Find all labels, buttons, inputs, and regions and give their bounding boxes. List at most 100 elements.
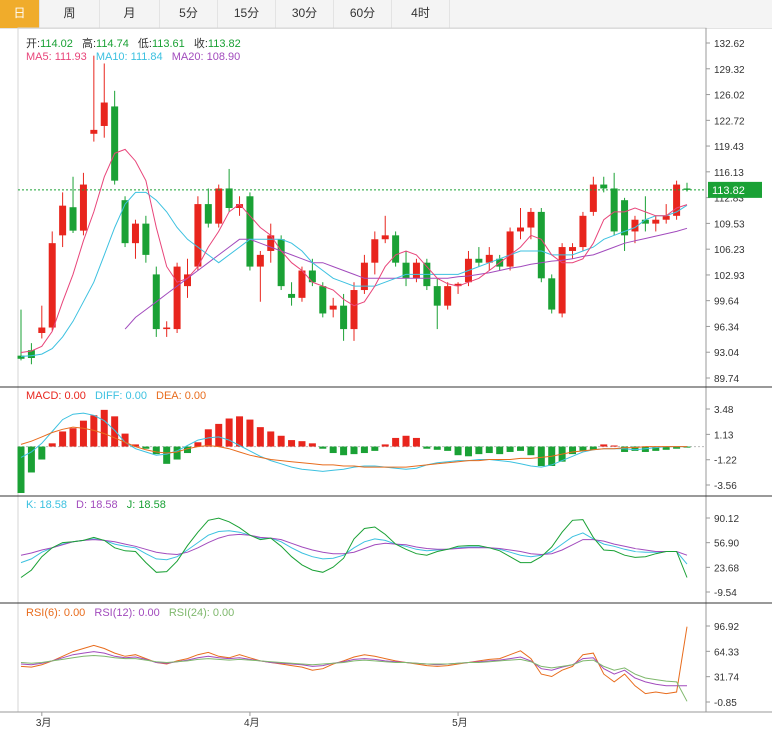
macd-bar bbox=[194, 442, 202, 447]
candle-body bbox=[350, 290, 358, 330]
macd-bar bbox=[371, 446, 379, 451]
candle-body bbox=[277, 239, 285, 287]
macd-bar bbox=[225, 418, 233, 447]
candle-body bbox=[173, 266, 181, 330]
macd-bar bbox=[329, 446, 337, 454]
tab-week[interactable]: 周 bbox=[40, 0, 100, 28]
candle-body bbox=[610, 188, 618, 232]
low-value: 113.61 bbox=[151, 38, 185, 50]
candle-body bbox=[329, 305, 337, 310]
candle-body bbox=[225, 188, 233, 208]
candle-body bbox=[319, 286, 327, 314]
macd-bar bbox=[298, 441, 306, 447]
candle-body bbox=[506, 231, 514, 267]
macd-bar bbox=[131, 444, 139, 447]
diff-line bbox=[20, 412, 687, 472]
macd-bar bbox=[100, 409, 108, 447]
candle-body bbox=[444, 286, 452, 306]
price-tick-label: 89.74 bbox=[714, 374, 739, 385]
macd-bar bbox=[454, 446, 462, 456]
candle-body bbox=[412, 262, 420, 279]
candle-body bbox=[204, 204, 212, 224]
macd-bar bbox=[111, 416, 119, 447]
candle-body bbox=[340, 305, 348, 330]
macd-bar bbox=[412, 437, 420, 447]
macd-bar bbox=[121, 433, 129, 447]
tab-month[interactable]: 月 bbox=[100, 0, 160, 28]
ohlc-legend: 开:114.02 高:114.74 低:113.61 收:113.82 bbox=[26, 35, 247, 51]
kdj-tick-label: 90.12 bbox=[714, 514, 739, 525]
macd-bar bbox=[652, 446, 660, 451]
kdj-tick-label: 23.68 bbox=[714, 563, 739, 574]
price-tick-label: 126.02 bbox=[714, 91, 745, 102]
price-tick-label: 119.43 bbox=[714, 142, 744, 153]
candle-body bbox=[184, 274, 191, 287]
close-label: 收: bbox=[193, 38, 208, 50]
j-line bbox=[20, 517, 688, 578]
candle-body bbox=[360, 262, 368, 291]
candle-body bbox=[652, 219, 660, 224]
ma5-label: MA5: 111.93 bbox=[26, 51, 87, 63]
candle-body bbox=[194, 204, 202, 267]
tab-5min[interactable]: 5分 bbox=[160, 0, 218, 28]
rsi12-line bbox=[20, 651, 687, 687]
macd-bar bbox=[17, 446, 25, 493]
candle-body bbox=[589, 184, 597, 212]
candle-body bbox=[517, 227, 524, 232]
candle-body bbox=[142, 223, 150, 255]
price-tick-label: 96.34 bbox=[714, 322, 739, 333]
macd-bar bbox=[215, 423, 223, 447]
candle-body bbox=[662, 215, 670, 220]
macd-bar bbox=[69, 428, 77, 447]
macd-bar bbox=[38, 446, 46, 460]
macd-bar bbox=[142, 446, 150, 449]
candle-body bbox=[381, 235, 389, 240]
candle-body bbox=[288, 293, 296, 298]
candle-body bbox=[641, 219, 649, 224]
candle-body bbox=[121, 200, 129, 244]
candle-body bbox=[402, 262, 410, 279]
macd-tick-label: 1.13 bbox=[714, 430, 734, 441]
candle-body bbox=[90, 129, 98, 134]
candle-body bbox=[454, 283, 462, 287]
tab-15min[interactable]: 15分 bbox=[218, 0, 276, 28]
candle-body bbox=[673, 184, 681, 216]
macd-label: MACD: 0.00 bbox=[26, 390, 86, 402]
period-tabs: 日 周 月 5分 15分 30分 60分 4时 bbox=[0, 0, 772, 29]
macd-bar bbox=[641, 446, 649, 452]
candle-body bbox=[548, 278, 556, 310]
macd-tick-label: 3.48 bbox=[714, 405, 734, 416]
x-tick-label: 3月 bbox=[36, 717, 52, 729]
macd-bar bbox=[236, 416, 244, 447]
macd-bar bbox=[662, 446, 670, 450]
kdj-legend: K: 18.58 D: 18.58 J: 18.58 bbox=[26, 499, 172, 511]
high-value: 114.74 bbox=[96, 38, 129, 50]
tab-4hour[interactable]: 4时 bbox=[392, 0, 450, 28]
candle-body bbox=[267, 235, 275, 251]
macd-bar bbox=[163, 446, 171, 464]
candle-body bbox=[558, 247, 566, 314]
tab-30min[interactable]: 30分 bbox=[276, 0, 334, 28]
tab-60min[interactable]: 60分 bbox=[334, 0, 392, 28]
macd-bar bbox=[506, 446, 514, 452]
macd-bar bbox=[173, 446, 181, 460]
price-tick-label: 116.13 bbox=[714, 168, 744, 179]
ma10-label: MA10: 111.84 bbox=[95, 51, 163, 63]
rsi-tick-label: -0.85 bbox=[714, 698, 737, 709]
macd-bar bbox=[569, 446, 577, 455]
candle-body bbox=[38, 327, 46, 333]
candle-body bbox=[256, 254, 264, 267]
candle-body bbox=[298, 270, 306, 298]
rsi-tick-label: 96.92 bbox=[714, 622, 739, 633]
current-price-tag bbox=[708, 181, 762, 198]
dea-label: DEA: 0.00 bbox=[156, 390, 207, 402]
d-line bbox=[20, 533, 688, 556]
price-tick-label: 102.93 bbox=[714, 271, 745, 282]
kdj-tick-label: -9.54 bbox=[714, 588, 737, 599]
ma-legend: MA5: 111.93 MA10: 111.84 MA20: 108.90 bbox=[26, 51, 246, 63]
macd-bar bbox=[340, 446, 348, 456]
macd-bar bbox=[423, 446, 431, 449]
macd-bar bbox=[579, 446, 587, 451]
tab-day[interactable]: 日 bbox=[0, 0, 40, 28]
